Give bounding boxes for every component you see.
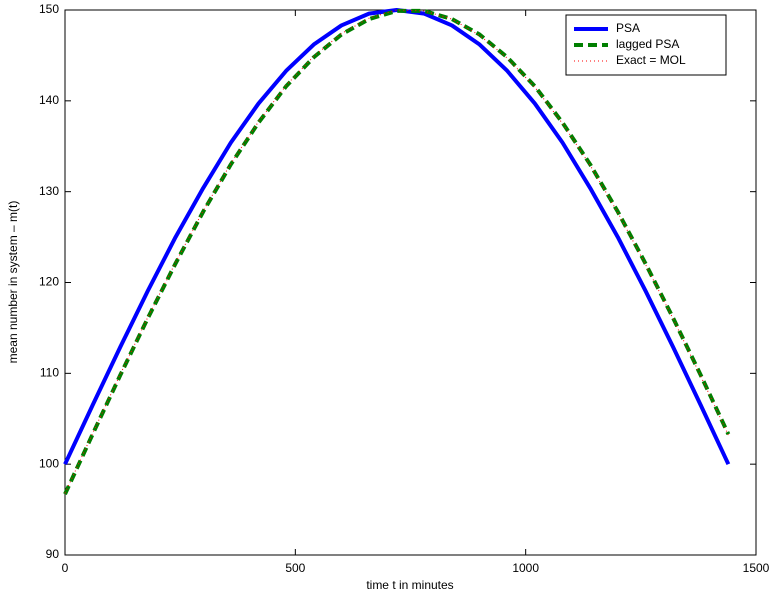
line-series [63,8,731,495]
legend-label: Exact = MOL [616,53,686,67]
y-tick-label: 140 [39,93,59,107]
x-tick-label: 1000 [512,561,539,575]
x-tick-label: 0 [62,561,69,575]
y-tick-label: 150 [39,2,59,16]
x-axis-label: time t in minutes [366,578,453,592]
x-tick-label: 500 [285,561,305,575]
legend-label: lagged PSA [616,37,679,51]
line-series [63,8,731,466]
y-tick-label: 120 [39,275,59,289]
y-tick-label: 110 [40,366,59,380]
y-tick-label: 90 [46,547,60,561]
y-axis-label: mean number in system – m(t) [6,201,20,364]
y-tick-label: 100 [39,456,59,470]
y-tick-label: 130 [39,184,59,198]
x-tick-label: 1500 [743,561,770,575]
line-series [64,9,729,494]
legend-label: PSA [616,21,640,35]
